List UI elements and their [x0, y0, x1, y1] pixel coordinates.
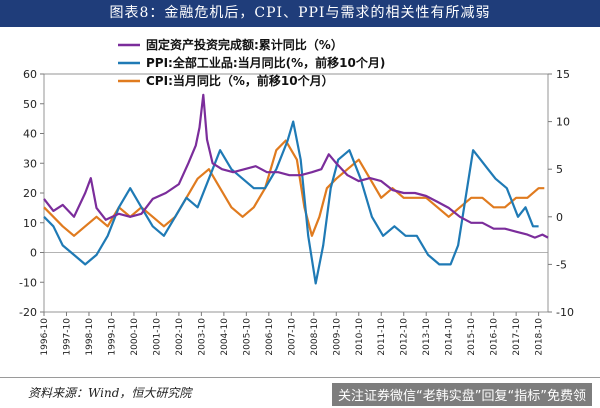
- axes: -20 -10 0 10 20 30 40 50 60 -10 -5 0 5 10 15 1996-10 199…: [19, 68, 574, 356]
- x-axis-label: 2014-10: [445, 318, 455, 356]
- legend-ppi: PPI:全部工业品:当月同比(%，前移10个月): [118, 55, 385, 70]
- right-axis-label: -10: [556, 306, 574, 319]
- left-axis-label: 30: [23, 157, 37, 170]
- left-axis-label: -20: [19, 306, 37, 319]
- x-axis-label: 2018-10: [535, 318, 545, 356]
- left-axis-label: 40: [23, 128, 37, 141]
- x-axis-label: 2000-10: [130, 318, 140, 356]
- x-axis-label: 1997-10: [62, 318, 72, 356]
- x-axis-label: 2009-10: [332, 318, 342, 356]
- x-axis-label: 2001-10: [152, 318, 162, 356]
- ppi-series-line: [43, 120, 539, 285]
- left-axis-label: 60: [23, 68, 37, 81]
- legend-label: PPI:全部工业品:当月同比(%，前移10个月): [146, 55, 385, 70]
- line-chart: -20 -10 0 10 20 30 40 50 60 -10 -5 0 5 10 15 1996-10 199…: [19, 37, 574, 356]
- left-axis-label: 10: [23, 217, 37, 230]
- right-axis-label: 0: [556, 211, 563, 224]
- x-axis-label: 2017-10: [512, 318, 522, 356]
- left-axis-label: 50: [23, 98, 37, 111]
- left-axis-label: 20: [23, 187, 37, 200]
- x-axis-label: 2010-10: [355, 318, 365, 356]
- plot-frame: [43, 73, 549, 313]
- x-axis-label: 2006-10: [265, 318, 275, 356]
- right-axis-label: 10: [556, 116, 570, 129]
- chart-title: 图表8：金融危机后，CPI、PPI与需求的相关性有所减弱: [0, 0, 600, 27]
- legend-label: CPI:当月同比（%，前移10个月）: [146, 73, 334, 88]
- x-axis-label: 2002-10: [175, 318, 185, 356]
- x-axis-label: 2008-10: [310, 318, 320, 356]
- x-axis-label: 2013-10: [422, 318, 432, 356]
- right-axis-label: 15: [556, 68, 570, 81]
- x-axis-label: 2016-10: [490, 318, 500, 356]
- x-axis-label: 1998-10: [85, 318, 95, 356]
- x-axis-label: 2015-10: [467, 318, 477, 356]
- x-axis-label: 2012-10: [400, 318, 410, 356]
- legend-cpi: CPI:当月同比（%，前移10个月）: [118, 73, 334, 88]
- left-axis-label: 0: [30, 247, 37, 260]
- legend-label: 固定资产投资完成额:累计同比（%）: [146, 37, 343, 52]
- source-note: 资料来源：Wind，恒大研究院: [28, 386, 192, 400]
- legend: 固定资产投资完成额:累计同比（%） PPI:全部工业品:当月同比(%，前移10个月…: [118, 37, 385, 88]
- series-lines: [43, 93, 549, 285]
- right-axis-label: 5: [556, 163, 563, 176]
- x-axis-label: 1996-10: [40, 318, 50, 356]
- legend-investment: 固定资产投资完成额:累计同比（%）: [118, 37, 343, 52]
- x-axis-label: 2005-10: [242, 318, 252, 356]
- x-axis-label: 2011-10: [377, 318, 387, 356]
- right-axis-label: -5: [556, 258, 567, 271]
- promo-banner: 关注证券微信“老韩实盘”回复“指标”免费领: [332, 383, 592, 406]
- footer: 资料来源：Wind，恒大研究院 关注证券微信“老韩实盘”回复“指标”免费领: [0, 377, 600, 408]
- x-axis-label: 1999-10: [107, 318, 117, 356]
- x-axis-label: 2003-10: [197, 318, 207, 356]
- left-axis-label: -10: [19, 276, 37, 289]
- investment-series-line: [43, 93, 549, 239]
- x-axis-label: 2007-10: [287, 318, 297, 356]
- x-axis-label: 2004-10: [220, 318, 230, 356]
